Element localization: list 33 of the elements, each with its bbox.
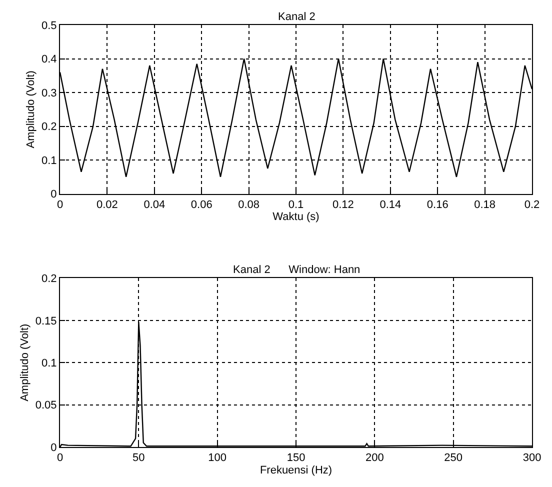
x-tick-label: 0.2 xyxy=(524,199,540,211)
x-tick-label: 0.12 xyxy=(332,199,354,211)
y-tick-label: 0.2 xyxy=(42,273,57,286)
x-tick-label: 0.18 xyxy=(474,199,496,211)
x-tick-label: 100 xyxy=(208,452,227,464)
x-tick-label: 200 xyxy=(365,452,384,464)
x-tick-label: 50 xyxy=(132,452,145,464)
y-tick-label: 0 xyxy=(50,442,57,454)
y-tick-label: 0.4 xyxy=(42,54,57,66)
x-tick-label: 150 xyxy=(286,452,306,464)
y-tick-label: 0.05 xyxy=(35,400,57,412)
y-tick-label: 0.5 xyxy=(42,20,57,32)
x-tick-label: 0.08 xyxy=(238,199,260,211)
y-tick-label: 0.1 xyxy=(42,357,57,370)
y-axis-title: Amplitudo (Volt) xyxy=(25,70,38,148)
x-axis-title: Frekuensi (Hz) xyxy=(260,464,332,476)
chart-title: Kanal 2 Window: Hann xyxy=(233,264,360,276)
x-tick-label: 300 xyxy=(522,452,542,464)
x-axis-title: Waktu (s) xyxy=(272,211,320,224)
x-tick-label: 0.14 xyxy=(380,199,402,211)
x-tick-label: 0.02 xyxy=(96,199,118,211)
x-tick-label: 0.1 xyxy=(288,199,304,211)
y-tick-label: 0.1 xyxy=(42,154,57,167)
x-tick-label: 0.06 xyxy=(190,199,212,211)
y-axis-title: Amplitudo (Volt) xyxy=(19,324,32,402)
y-tick-label: 0 xyxy=(50,188,57,201)
x-tick-label: 250 xyxy=(444,452,463,464)
chart-title: Kanal 2 xyxy=(278,11,316,23)
y-tick-label: 0.15 xyxy=(35,315,57,328)
y-tick-label: 0.2 xyxy=(42,121,57,134)
x-tick-label: 0.16 xyxy=(426,199,448,211)
x-tick-label: 0.04 xyxy=(144,199,166,211)
y-tick-label: 0.3 xyxy=(42,87,57,100)
